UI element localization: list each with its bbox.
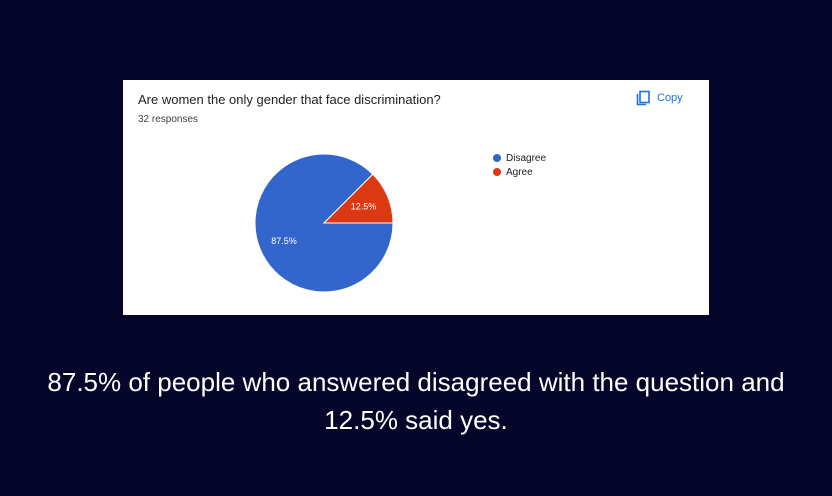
chart-card: Are women the only gender that face disc… (123, 80, 709, 315)
chart-legend: Disagree Agree (493, 151, 546, 179)
pie-slice-disagree (254, 153, 394, 293)
legend-label: Disagree (506, 152, 547, 164)
pie-slice-agree (322, 173, 394, 224)
legend-item-agree: Agree (493, 165, 546, 179)
response-count: 32 responses (138, 114, 199, 125)
question-title: Are women the only gender that face disc… (138, 92, 441, 107)
pie-label-disagree: 87.5% (271, 236, 297, 246)
legend-dot (493, 154, 501, 162)
copy-button[interactable]: Copy (635, 88, 683, 108)
copy-icon (635, 90, 651, 106)
caption-text: 87.5% of people who answered disagreed w… (47, 367, 785, 435)
legend-dot (493, 168, 501, 176)
pie-chart: 87.5% 12.5% (254, 153, 394, 293)
pie-label-agree: 12.5% (351, 202, 377, 212)
legend-label: Agree (506, 166, 533, 178)
legend-item-disagree: Disagree (493, 151, 546, 165)
copy-button-label: Copy (657, 92, 683, 104)
